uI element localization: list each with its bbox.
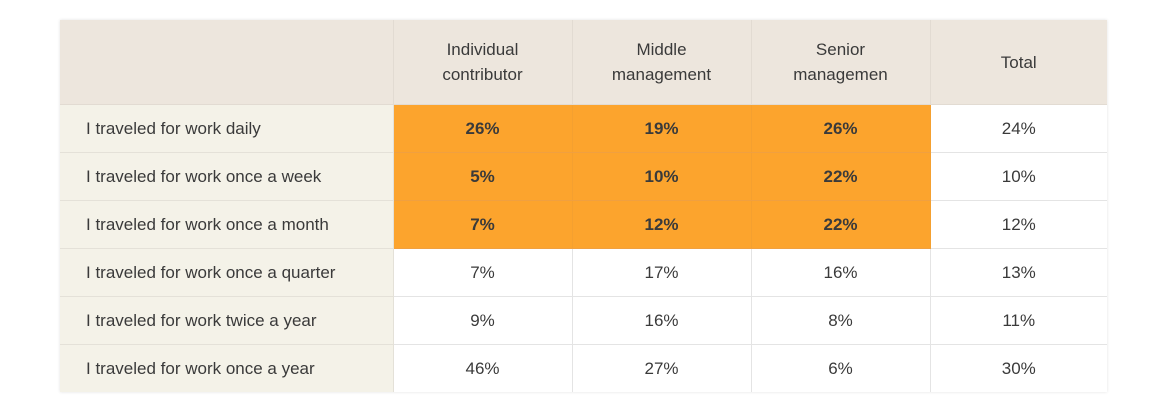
table-row: I traveled for work twice a year 9% 16% 8% 1… (60, 296, 1107, 345)
row-label: I traveled for work once a quarter (60, 248, 394, 297)
header-cell-total: Total (930, 20, 1107, 105)
row-label: I traveled for work once a year (60, 344, 394, 392)
value-cell-senior-management: 22% (751, 152, 931, 201)
travel-frequency-table: Individual contributor Middle management… (60, 20, 1107, 392)
value-cell-senior-management: 22% (751, 200, 931, 249)
table-row: I traveled for work once a year 46% 27% 6% 3… (60, 344, 1107, 392)
value-cell-individual-contributor: 7% (393, 248, 573, 297)
value-cell-total: 30% (930, 344, 1107, 392)
value-cell-individual-contributor: 46% (393, 344, 573, 392)
value-cell-individual-contributor: 9% (393, 296, 573, 345)
value-cell-middle-management: 27% (572, 344, 752, 392)
value-cell-individual-contributor: 5% (393, 152, 573, 201)
value-cell-senior-management: 8% (751, 296, 931, 345)
value-cell-individual-contributor: 26% (393, 104, 573, 153)
table-row: I traveled for work once a quarter 7% 17% 1… (60, 248, 1107, 297)
value-cell-total: 13% (930, 248, 1107, 297)
value-cell-middle-management: 16% (572, 296, 752, 345)
row-label: I traveled for work twice a year (60, 296, 394, 345)
value-cell-senior-management: 26% (751, 104, 931, 153)
value-cell-total: 11% (930, 296, 1107, 345)
row-label: I traveled for work once a week (60, 152, 394, 201)
value-cell-middle-management: 10% (572, 152, 752, 201)
header-cell-middle-management: Middle management (572, 20, 752, 105)
table-row: I traveled for work once a week 5% 10% 22% 1… (60, 152, 1107, 201)
value-cell-total: 24% (930, 104, 1107, 153)
row-label: I traveled for work once a month (60, 200, 394, 249)
value-cell-individual-contributor: 7% (393, 200, 573, 249)
header-cell-empty (60, 20, 394, 105)
value-cell-total: 10% (930, 152, 1107, 201)
table-header: Individual contributor Middle management… (60, 20, 1107, 105)
header-row: Individual contributor Middle management… (60, 20, 1107, 105)
table-row: I traveled for work once a month 7% 12% 22%… (60, 200, 1107, 249)
value-cell-middle-management: 19% (572, 104, 752, 153)
table-row: I traveled for work daily 26% 19% 26% 24% (60, 104, 1107, 153)
row-label: I traveled for work daily (60, 104, 394, 153)
value-cell-total: 12% (930, 200, 1107, 249)
value-cell-senior-management: 6% (751, 344, 931, 392)
header-cell-individual-contributor: Individual contributor (393, 20, 573, 105)
value-cell-middle-management: 12% (572, 200, 752, 249)
header-cell-senior-management: Senior managemen (751, 20, 931, 105)
table-container: Individual contributor Middle management… (60, 20, 1107, 392)
value-cell-senior-management: 16% (751, 248, 931, 297)
value-cell-middle-management: 17% (572, 248, 752, 297)
table-body: I traveled for work daily 26% 19% 26% 24% I t… (60, 104, 1107, 392)
